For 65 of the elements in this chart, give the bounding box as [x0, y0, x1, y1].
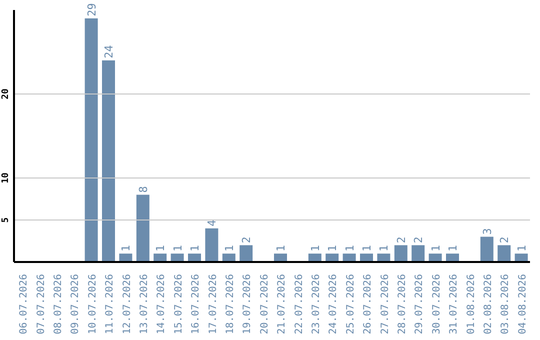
x-tick-label: 17.07.2026 [208, 274, 219, 334]
y-tick-label: 20 [1, 88, 11, 100]
x-tick-label: 15.07.2026 [173, 274, 184, 334]
data-label: 1 [171, 244, 184, 252]
x-tick-label: 31.07.2026 [448, 274, 460, 334]
data-label: 1 [120, 244, 133, 252]
bar [240, 245, 253, 262]
data-label: 24 [102, 44, 116, 58]
x-tick-label: 25.07.2026 [345, 274, 356, 334]
data-label: 3 [480, 228, 494, 235]
data-label: 8 [136, 186, 150, 193]
data-label: 1 [446, 244, 460, 252]
data-label: 2 [240, 236, 254, 244]
x-tick-label: 30.07.2026 [431, 274, 442, 334]
x-tick-label: 13.07.2026 [139, 274, 150, 334]
x-tick-label: 28.07.2026 [397, 274, 408, 334]
data-label: 1 [154, 244, 168, 252]
x-tick-label: 23.07.2026 [311, 274, 322, 334]
x-tick-label: 06.07.2026 [18, 274, 30, 334]
x-tick-label: 03.08.2026 [500, 274, 512, 334]
data-label: 2 [498, 236, 512, 244]
bar [84, 18, 98, 262]
x-tick-label: 19.07.2026 [242, 274, 254, 334]
x-tick-label: 24.07.2026 [328, 274, 340, 334]
x-tick-label: 22.07.2026 [294, 274, 305, 334]
x-tick-label: 01.08.2026 [466, 274, 477, 334]
bar [480, 236, 494, 262]
data-label: 1 [326, 244, 340, 252]
data-label: 1 [308, 244, 322, 252]
data-label: 1 [515, 244, 528, 252]
x-tick-label: 02.08.2026 [483, 274, 494, 334]
x-tick-label: 04.08.2026 [517, 274, 528, 334]
y-tick-label: 5 [1, 217, 11, 223]
data-label: 1 [378, 244, 391, 252]
x-tick-label: 20.07.2026 [259, 274, 270, 334]
data-label: 1 [274, 244, 288, 252]
data-label: 2 [412, 236, 426, 244]
bar [102, 60, 115, 262]
x-tick-label: 14.07.2026 [156, 274, 168, 334]
x-tick-label: 09.07.2026 [70, 274, 82, 334]
x-tick-label: 08.07.2026 [53, 274, 64, 334]
x-tick-label: 29.07.2026 [414, 274, 426, 334]
data-label: 2 [394, 236, 408, 244]
bar [394, 245, 408, 262]
bar [412, 245, 425, 262]
data-label: 4 [206, 219, 219, 226]
bar [498, 245, 511, 262]
x-tick-label: 18.07.2026 [225, 274, 236, 334]
y-tick-label: 10 [1, 172, 11, 184]
bar [205, 228, 218, 262]
bar [136, 194, 150, 262]
x-tick-label: 10.07.2026 [87, 274, 98, 334]
x-tick-label: 26.07.2026 [362, 274, 374, 334]
data-label: 1 [222, 244, 236, 252]
x-tick-label: 12.07.2026 [122, 274, 133, 334]
x-tick-label: 07.07.2026 [36, 274, 47, 334]
x-tick-label: 11.07.2026 [104, 274, 116, 334]
x-tick-label: 27.07.2026 [380, 274, 391, 334]
data-label: 1 [343, 244, 356, 252]
data-label: 1 [360, 244, 374, 252]
x-tick-label: 16.07.2026 [190, 274, 202, 334]
data-label: 29 [85, 3, 98, 16]
data-label: 1 [429, 244, 442, 252]
data-label: 1 [188, 244, 202, 252]
x-tick-label: 21.07.2026 [276, 274, 288, 334]
